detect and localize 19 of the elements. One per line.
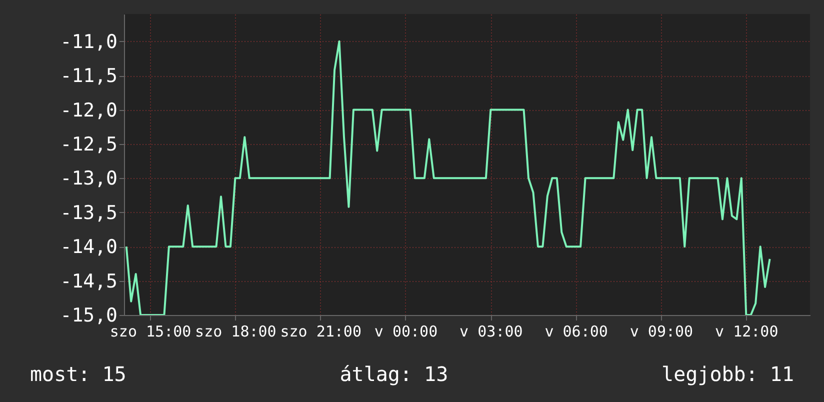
line-series	[125, 40, 771, 315]
y-tick-label: -13,0	[60, 168, 118, 190]
x-tick-label: v 00:00	[374, 322, 438, 340]
y-tick-label: -14,5	[60, 270, 118, 292]
x-tick-label: v 06:00	[544, 322, 608, 340]
text: legjobb: 11	[662, 362, 794, 386]
y-tick-label: -11,0	[60, 30, 118, 53]
x-tick-label: szo 21:00	[280, 322, 362, 340]
x-tick-label: szo 18:00	[195, 322, 276, 340]
y-tick-label: -13,5	[60, 202, 118, 224]
y-tick-label: -14,0	[60, 236, 118, 258]
y-tick-label: -11,5	[60, 65, 118, 88]
y-tick-label: -12,0	[60, 99, 118, 122]
text: most: 15	[30, 362, 126, 386]
y-tick-label: -12,5	[60, 133, 118, 156]
x-tick-label: v 03:00	[460, 322, 523, 340]
x-tick-label: v 12:00	[715, 322, 778, 340]
x-tick-label: v 09:00	[630, 322, 694, 340]
text: átlag: 13	[340, 362, 448, 386]
